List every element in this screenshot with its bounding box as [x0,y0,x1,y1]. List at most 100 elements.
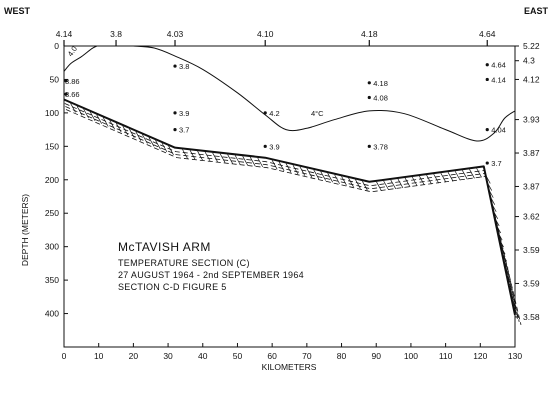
observation-value: 3.8 [179,62,189,71]
hatch-stroke [76,106,83,116]
hatch-stroke [484,174,491,184]
hatch-stroke [513,308,519,318]
observation-value: 3.7 [179,126,189,135]
east-temperature-label: 3.59 [523,278,540,288]
hatch-stroke [278,161,285,172]
hatch-stroke [299,166,306,176]
caption-line-3: SECTION C-D FIGURE 5 [118,282,227,292]
surface-temperature-label: 4.18 [361,29,378,39]
x-tick-label: 50 [233,351,243,361]
east-end-temperatures: 5.22 4.3 4.12 3.93 3.87 3.87 3.62 3.59 3.59 3.58 [515,41,540,322]
hatch-stroke [511,301,518,311]
x-tick-label: 130 [508,351,522,361]
hatch-stroke [128,128,135,139]
hatch-stroke [142,134,148,144]
y-tick-label: 300 [45,242,59,252]
x-tick-label: 70 [302,351,312,361]
sea-floor-profile [63,98,522,325]
caption-line-1: TEMPERATURE SECTION (C) [118,258,250,268]
axis-ticks: 0 10 20 30 40 50 60 70 80 90 100 110 120 130 0 50 100 150… [45,41,523,361]
hatch-stroke [462,170,468,180]
east-temperature-label: 3.87 [523,181,540,191]
hatch-stroke [404,177,411,188]
hatch-stroke [495,223,501,234]
observation-dot [173,64,177,68]
hatch-stroke [292,164,299,175]
hatch-stroke [390,179,397,190]
hatch-stroke [168,145,174,156]
hatch-stroke [219,153,226,163]
hatch-stroke [327,172,333,183]
hatch-stroke [489,195,496,205]
y-axis-label: DEPTH (METERS) [20,194,30,266]
observation-dot [263,144,267,148]
x-tick-label: 10 [94,351,104,361]
hatch-stroke [161,142,168,153]
observation-value: 3.78 [373,142,388,151]
caption-line-2: 27 AUGUST 1964 - 2nd SEPTEMBER 1964 [118,270,304,280]
hatch-stroke [498,237,504,248]
y-tick-label: 100 [45,108,59,118]
observation-value: 4.2 [269,109,279,118]
surface-temperatures: 4.14 3.8 4.03 4.10 4.18 4.64 [56,29,496,46]
hatch-stroke [433,173,439,184]
x-tick-label: 0 [62,351,67,361]
x-tick-label: 30 [163,351,173,361]
hatch-stroke [135,131,142,141]
observation-dot [485,63,489,67]
y-tick-label: 400 [45,309,59,319]
hatch-stroke [70,103,76,113]
hatch-stroke [499,245,506,255]
observation-value: 3.66 [65,90,80,99]
x-tick-label: 80 [337,351,347,361]
hatch-stroke [249,156,256,167]
hatch-stroke [426,174,432,185]
hatch-stroke [227,154,233,164]
hatch-stroke [257,157,264,168]
hatch-stroke [320,171,327,181]
hatch-stroke [306,168,313,178]
hatch-stroke [376,181,382,191]
hatch-stroke [507,280,513,290]
caption-block: McTAVISH ARM TEMPERATURE SECTION (C) 27 … [118,240,304,292]
hatch-stroke [189,150,196,160]
observation-dot [485,161,489,165]
hatch-stroke [383,180,389,191]
hatch-stroke [155,140,161,150]
observation-dot [64,92,68,96]
observation-value: 3.9 [179,109,189,118]
isotherm-label: 4°C [311,109,324,118]
hatch-stroke [313,169,320,180]
hatch-stroke [109,120,116,130]
hatch-stroke [505,273,512,283]
observation-value: 3.7 [491,159,501,168]
hatch-stroke [454,171,461,181]
east-temperature-label: 3.58 [523,312,540,322]
observation-dot [367,81,371,85]
hatch-stroke [504,266,510,276]
observation-value: 3.9 [269,142,279,151]
hatch-stroke [348,177,354,188]
y-tick-label: 50 [50,74,60,84]
x-tick-label: 100 [404,351,418,361]
hatch-stroke [502,259,509,269]
hatch-stroke [102,117,109,127]
x-tick-label: 60 [267,351,277,361]
observation-value: 4.18 [373,79,388,88]
hatch-stroke [115,123,122,133]
hatch-stroke [411,176,418,187]
x-tick-label: 90 [371,351,381,361]
plot-frame [63,45,516,348]
east-temperature-label: 3.62 [523,212,540,222]
hatch-stroke [334,174,340,184]
observation-value: 4.04 [491,126,506,135]
hatch-stroke [397,178,404,189]
y-tick-label: 150 [45,141,59,151]
observation-dot [64,79,68,83]
x-tick-label: 20 [129,351,139,361]
east-temperature-label: 3.59 [523,245,540,255]
hatch-stroke [510,294,516,304]
x-axis-label: KILOMETERS [262,362,317,372]
